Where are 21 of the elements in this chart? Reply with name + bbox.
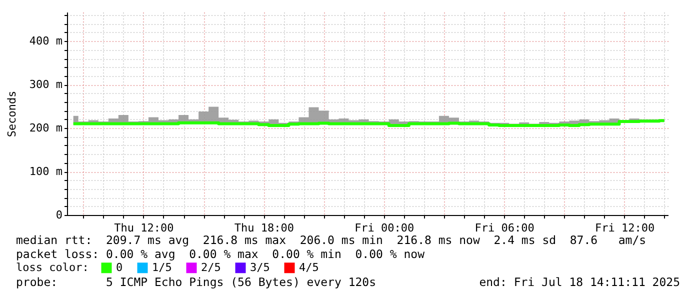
- legend-title: loss color:: [16, 261, 89, 274]
- legend-label: 3/5: [250, 260, 270, 274]
- text: median rtt: 209.7 ms avg 216.8 ms max 206.0 ms min 216.8 ms now 2.4 ms sd 87.6 am/s: [16, 233, 646, 247]
- legend-label: 1/5: [152, 260, 172, 274]
- x-tick-label: Fri 00:00: [354, 222, 414, 234]
- y-tick-label: 300 m: [29, 78, 63, 92]
- x-tick-label: Fri 12:00: [594, 222, 655, 234]
- x-tick-label: Thu 18:00: [234, 222, 294, 234]
- y-axis-title: Seconds: [5, 90, 18, 138]
- legend-label: 2/5: [201, 260, 221, 274]
- x-tick-label: Fri 06:00: [474, 222, 534, 234]
- legend-label: 4/5: [299, 260, 319, 274]
- y-tick-label: 100 m: [29, 165, 63, 178]
- text: probe: 5 ICMP Echo Pings (56 Bytes) every 120s: [16, 275, 376, 289]
- y-tick-label: 200 m: [29, 122, 63, 135]
- text: packet loss: 0.00 % avg 0.00 % max 0.00 % min 0.00 % now: [16, 247, 425, 261]
- text: end: Fri Jul 18 14:11:11 2025: [479, 275, 680, 289]
- y-tick-label: 400 m: [29, 34, 63, 48]
- y-tick-label: 0: [56, 208, 62, 222]
- x-tick-label: Thu 12:00: [114, 222, 174, 234]
- legend-label: 0: [116, 260, 123, 274]
